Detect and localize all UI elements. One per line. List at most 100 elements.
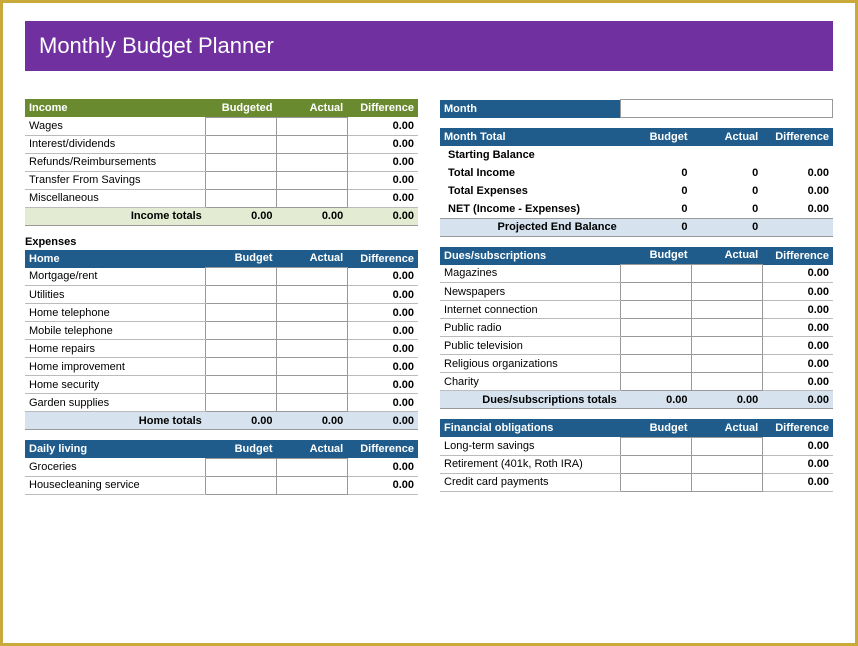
diff-cell: 0.00 (347, 304, 418, 322)
proj-actual: 0 (692, 218, 763, 236)
diff-val: 0.00 (762, 164, 833, 182)
income-totals-actual: 0.00 (277, 207, 348, 225)
col-difference: Difference (762, 419, 833, 437)
budget-cell[interactable] (621, 265, 692, 283)
actual-cell[interactable] (277, 135, 348, 153)
budget-cell[interactable] (206, 358, 277, 376)
actual-cell[interactable] (277, 376, 348, 394)
col-budget: Budget (621, 247, 692, 265)
budget-cell[interactable] (206, 458, 277, 476)
actual-cell[interactable] (277, 153, 348, 171)
diff-val: 0.00 (762, 200, 833, 218)
actual-cell[interactable] (692, 283, 763, 301)
actual-cell[interactable] (277, 304, 348, 322)
income-totals-label: Income totals (25, 207, 206, 225)
diff-cell: 0.00 (762, 301, 833, 319)
income-table: Income Budgeted Actual Difference Wages … (25, 99, 418, 226)
col-difference: Difference (762, 247, 833, 265)
col-budget: Budget (206, 250, 277, 268)
financial-body: Long-term savings 0.00 Retirement (401k,… (440, 437, 833, 491)
actual-cell[interactable] (692, 455, 763, 473)
budget-cell[interactable] (621, 319, 692, 337)
diff-cell: 0.00 (347, 394, 418, 412)
budget-cell[interactable] (206, 476, 277, 494)
budget-cell[interactable] (206, 135, 277, 153)
budget-cell[interactable] (206, 189, 277, 207)
col-budget: Budget (206, 440, 277, 458)
actual-cell[interactable] (277, 189, 348, 207)
actual-cell[interactable] (692, 373, 763, 391)
actual-cell[interactable] (692, 337, 763, 355)
home-totals-budget: 0.00 (206, 412, 277, 430)
actual-cell[interactable] (277, 268, 348, 286)
budget-cell[interactable] (621, 373, 692, 391)
actual-cell[interactable] (692, 265, 763, 283)
budget-cell[interactable] (206, 340, 277, 358)
diff-cell: 0.00 (762, 355, 833, 373)
month-input[interactable] (621, 100, 833, 118)
left-column: Income Budgeted Actual Difference Wages … (25, 99, 418, 505)
row-label: Public radio (440, 319, 621, 337)
budget-cell[interactable] (206, 322, 277, 340)
row-label: Mobile telephone (25, 322, 206, 340)
actual-val: 0 (692, 182, 763, 200)
budget-cell[interactable] (621, 437, 692, 455)
diff-cell: 0.00 (347, 189, 418, 207)
budget-cell[interactable] (621, 301, 692, 319)
actual-cell[interactable] (692, 473, 763, 491)
income-body: Wages 0.00 Interest/dividends 0.00 Refun… (25, 117, 418, 207)
col-budget: Budget (621, 419, 692, 437)
dues-body: Magazines 0.00 Newspapers 0.00 Internet … (440, 265, 833, 391)
month-total-table: Month Total Budget Actual Difference Sta… (440, 128, 833, 237)
actual-cell[interactable] (277, 117, 348, 135)
diff-cell: 0.00 (762, 455, 833, 473)
diff-cell: 0.00 (347, 153, 418, 171)
actual-cell[interactable] (277, 171, 348, 189)
budget-cell[interactable] (206, 304, 277, 322)
actual-cell[interactable] (277, 358, 348, 376)
budget-cell[interactable] (206, 268, 277, 286)
row-label: Public television (440, 337, 621, 355)
budget-cell[interactable] (621, 337, 692, 355)
columns-container: Income Budgeted Actual Difference Wages … (25, 99, 833, 505)
month-total-header: Month Total (440, 128, 621, 146)
row-label: Total Expenses (440, 182, 621, 200)
row-label: Long-term savings (440, 437, 621, 455)
home-totals-label: Home totals (25, 412, 206, 430)
proj-diff (762, 218, 833, 236)
budget-cell[interactable] (621, 455, 692, 473)
actual-cell[interactable] (692, 301, 763, 319)
col-difference: Difference (347, 250, 418, 268)
budget-cell[interactable] (206, 171, 277, 189)
actual-cell[interactable] (277, 322, 348, 340)
col-budgeted: Budgeted (206, 99, 277, 117)
actual-cell[interactable] (692, 319, 763, 337)
budget-cell[interactable] (206, 117, 277, 135)
budget-cell[interactable] (621, 355, 692, 373)
diff-cell: 0.00 (762, 473, 833, 491)
actual-cell[interactable] (692, 355, 763, 373)
col-actual: Actual (277, 440, 348, 458)
actual-cell[interactable] (277, 476, 348, 494)
proj-label: Projected End Balance (440, 218, 621, 236)
budget-cell[interactable] (206, 286, 277, 304)
row-label: Groceries (25, 458, 206, 476)
diff-cell: 0.00 (347, 458, 418, 476)
row-label: Charity (440, 373, 621, 391)
budget-cell[interactable] (206, 153, 277, 171)
actual-cell[interactable] (692, 437, 763, 455)
budget-cell[interactable] (621, 283, 692, 301)
daily-body: Groceries 0.00 Housecleaning service 0.0… (25, 458, 418, 494)
actual-cell[interactable] (277, 394, 348, 412)
dues-table: Dues/subscriptions Budget Actual Differe… (440, 247, 833, 410)
diff-cell: 0.00 (347, 376, 418, 394)
diff-cell: 0.00 (347, 476, 418, 494)
budget-cell[interactable] (206, 394, 277, 412)
budget-cell[interactable] (206, 376, 277, 394)
page-title: Monthly Budget Planner (25, 21, 833, 71)
row-label: Transfer From Savings (25, 171, 206, 189)
actual-cell[interactable] (277, 286, 348, 304)
actual-cell[interactable] (277, 340, 348, 358)
budget-cell[interactable] (621, 473, 692, 491)
actual-cell[interactable] (277, 458, 348, 476)
